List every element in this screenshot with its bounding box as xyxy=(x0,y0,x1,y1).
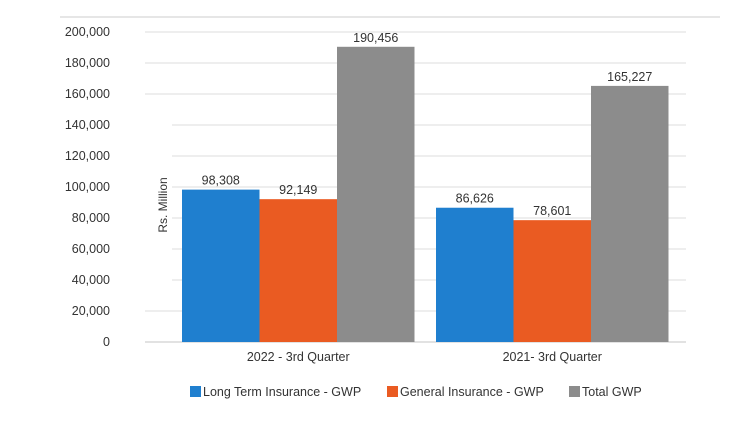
y-axis-label: Rs. Million xyxy=(156,177,170,232)
y-tick-label: 80,000 xyxy=(72,211,110,225)
bar-1-1 xyxy=(513,220,591,342)
legend-label: General Insurance - GWP xyxy=(400,385,544,399)
bar-1-0 xyxy=(259,199,337,342)
legend-swatch-1 xyxy=(387,386,398,397)
y-tick-label: 0 xyxy=(103,335,110,349)
data-label: 78,601 xyxy=(533,204,571,218)
x-tick-label: 2021- 3rd Quarter xyxy=(503,350,602,364)
data-label: 165,227 xyxy=(607,70,652,84)
x-axis-ticks: 2022 - 3rd Quarter 2021- 3rd Quarter xyxy=(247,350,602,364)
y-tick-label: 100,000 xyxy=(65,180,110,194)
y-tick-label: 120,000 xyxy=(65,149,110,163)
bar-0-0 xyxy=(182,189,260,342)
legend-swatch-2 xyxy=(569,386,580,397)
bar-2-1 xyxy=(591,85,669,343)
data-label: 190,456 xyxy=(353,31,398,45)
bar-0-1 xyxy=(436,207,514,342)
y-tick-label: 160,000 xyxy=(65,87,110,101)
y-tick-label: 20,000 xyxy=(72,304,110,318)
y-tick-label: 180,000 xyxy=(65,56,110,70)
bars: 98,308 92,149 190,456 86,626 78,601 165,227 xyxy=(182,31,669,343)
y-tick-label: 60,000 xyxy=(72,242,110,256)
y-axis-ticks: 0 20,000 40,000 60,000 80,000 100,000 120,000 1… xyxy=(65,25,110,349)
legend-label: Long Term Insurance - GWP xyxy=(203,385,361,399)
legend-swatch-0 xyxy=(190,386,201,397)
data-label: 92,149 xyxy=(279,183,317,197)
data-label: 86,626 xyxy=(456,192,494,206)
x-tick-label: 2022 - 3rd Quarter xyxy=(247,350,350,364)
data-label: 98,308 xyxy=(202,174,240,188)
bar-2-0 xyxy=(337,46,415,342)
y-tick-label: 200,000 xyxy=(65,25,110,39)
y-tick-label: 40,000 xyxy=(72,273,110,287)
legend-label: Total GWP xyxy=(582,385,642,399)
y-tick-label: 140,000 xyxy=(65,118,110,132)
legend: Long Term Insurance - GWP General Insuran… xyxy=(190,385,642,399)
